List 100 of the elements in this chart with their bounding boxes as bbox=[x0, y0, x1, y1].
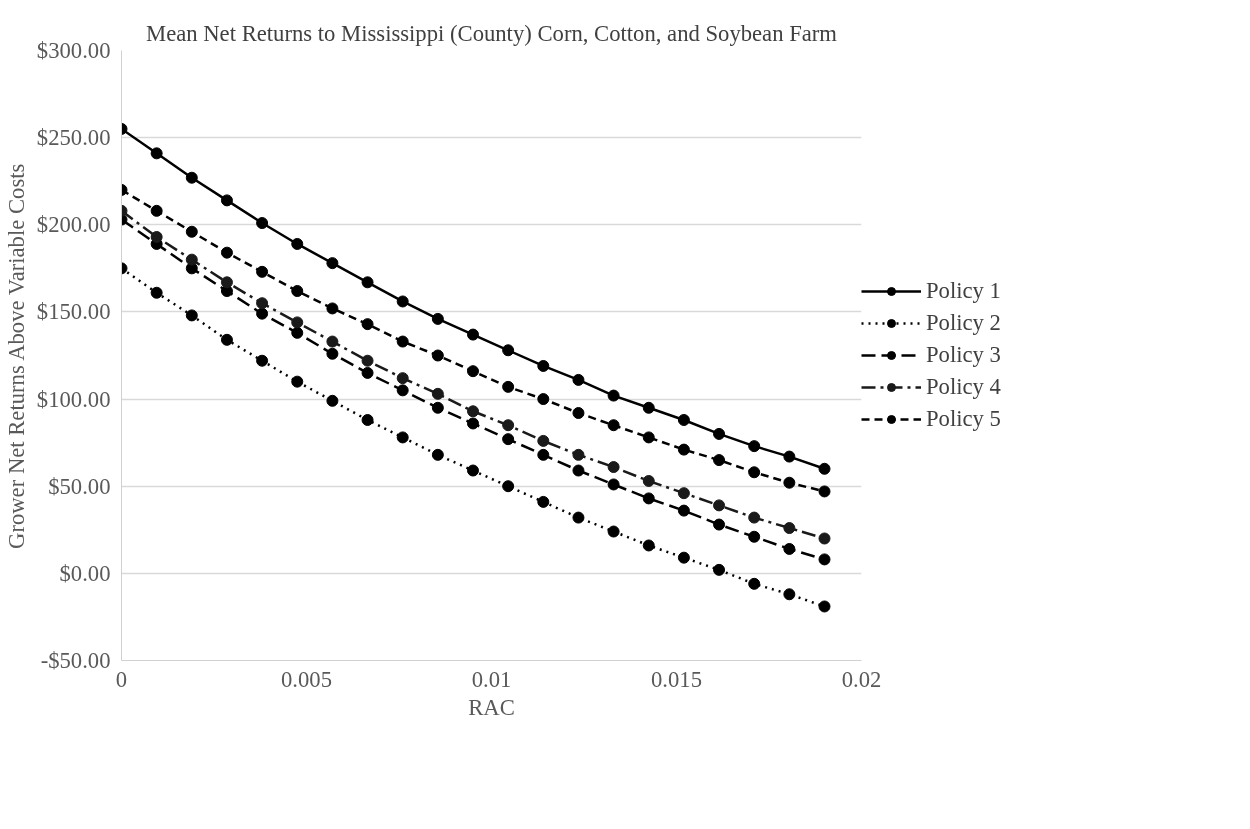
point bbox=[467, 464, 479, 477]
point bbox=[748, 511, 761, 524]
point bbox=[150, 147, 163, 160]
point bbox=[467, 417, 479, 430]
point bbox=[361, 414, 374, 426]
point bbox=[291, 375, 304, 388]
point bbox=[607, 419, 620, 432]
point bbox=[361, 354, 374, 367]
y-tick-label: $200.00 bbox=[36, 212, 111, 238]
point bbox=[291, 285, 304, 297]
point bbox=[220, 194, 233, 207]
point bbox=[256, 217, 269, 230]
point bbox=[818, 600, 831, 613]
legend-label: Policy 5 bbox=[926, 406, 1001, 432]
legend-label: Policy 3 bbox=[926, 342, 1001, 368]
point bbox=[431, 401, 444, 414]
y-tick-label: $300.00 bbox=[36, 38, 111, 63]
y-tick-label: $250.00 bbox=[36, 125, 111, 151]
point bbox=[642, 492, 655, 505]
point bbox=[818, 553, 831, 566]
point bbox=[502, 380, 515, 393]
point bbox=[256, 307, 269, 320]
point bbox=[467, 365, 479, 378]
x-axis-title: RAC bbox=[468, 694, 515, 720]
y-tick-label: $100.00 bbox=[36, 386, 111, 412]
point bbox=[783, 450, 796, 463]
point bbox=[713, 563, 726, 576]
point bbox=[572, 448, 585, 461]
point bbox=[537, 393, 550, 406]
point bbox=[818, 532, 831, 545]
point bbox=[642, 539, 655, 552]
point bbox=[326, 394, 339, 407]
point bbox=[748, 577, 761, 590]
point bbox=[185, 225, 198, 238]
legend-label: Policy 1 bbox=[926, 278, 1001, 304]
point bbox=[361, 366, 374, 379]
point bbox=[783, 476, 796, 489]
point bbox=[783, 522, 796, 535]
point bbox=[502, 419, 515, 432]
point bbox=[607, 478, 620, 491]
point bbox=[677, 487, 690, 500]
point bbox=[537, 434, 550, 447]
point bbox=[607, 525, 620, 538]
legend-label: Policy 2 bbox=[926, 310, 1001, 336]
point bbox=[396, 384, 409, 397]
point bbox=[642, 475, 655, 487]
point bbox=[783, 542, 796, 555]
point bbox=[361, 318, 374, 331]
point bbox=[220, 276, 233, 289]
point bbox=[291, 237, 304, 250]
point bbox=[818, 462, 831, 475]
point bbox=[537, 359, 550, 372]
point bbox=[677, 504, 690, 517]
point bbox=[256, 265, 269, 278]
x-tick-label: 0.015 bbox=[651, 666, 702, 692]
point bbox=[677, 414, 690, 426]
point bbox=[572, 373, 585, 386]
point bbox=[326, 302, 339, 315]
y-tick-label: $50.00 bbox=[48, 473, 111, 499]
point bbox=[572, 407, 585, 419]
point bbox=[748, 440, 761, 453]
point bbox=[607, 461, 620, 474]
point bbox=[431, 312, 444, 325]
point bbox=[502, 480, 515, 493]
point bbox=[396, 372, 409, 385]
point bbox=[642, 431, 655, 444]
point bbox=[537, 495, 550, 508]
point bbox=[256, 354, 269, 367]
point bbox=[326, 257, 339, 270]
point bbox=[677, 443, 690, 456]
point bbox=[185, 253, 198, 266]
point bbox=[185, 309, 198, 322]
point bbox=[431, 349, 444, 362]
point bbox=[150, 204, 163, 217]
point bbox=[291, 326, 304, 339]
point bbox=[502, 344, 515, 357]
point bbox=[713, 518, 726, 531]
x-tick-label: 0.01 bbox=[471, 666, 512, 692]
point bbox=[537, 448, 550, 461]
point bbox=[361, 276, 374, 289]
point bbox=[150, 231, 163, 243]
point bbox=[502, 433, 515, 446]
point bbox=[748, 466, 761, 479]
x-tick-label: 0.005 bbox=[281, 666, 332, 692]
x-tick-label: 0 bbox=[115, 666, 128, 692]
point bbox=[431, 387, 444, 400]
point bbox=[220, 246, 233, 259]
point bbox=[150, 286, 163, 299]
point bbox=[256, 297, 269, 310]
point bbox=[713, 427, 726, 440]
point bbox=[572, 511, 585, 524]
point bbox=[396, 431, 409, 444]
point bbox=[607, 389, 620, 402]
point bbox=[748, 530, 761, 543]
point bbox=[220, 333, 233, 346]
y-tick-label: -$50.00 bbox=[40, 648, 111, 673]
point bbox=[783, 588, 796, 601]
point bbox=[396, 295, 409, 308]
point bbox=[431, 448, 444, 461]
y-axis-title: Grower Net Returns Above Variable Costs bbox=[3, 163, 29, 549]
